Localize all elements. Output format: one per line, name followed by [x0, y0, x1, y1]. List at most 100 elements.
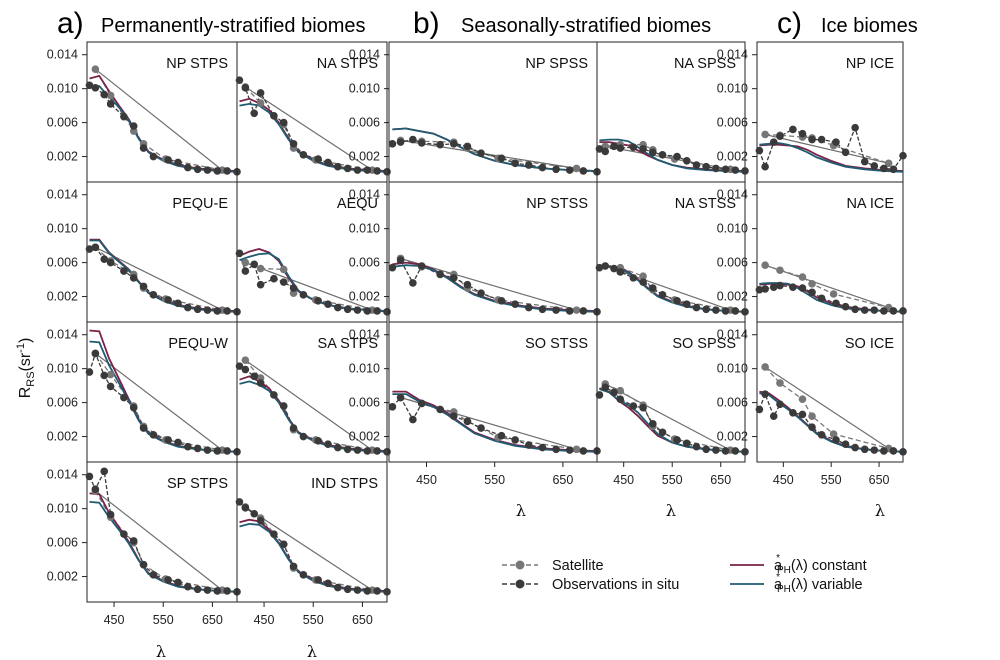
legend-variable-sub: PH [777, 584, 791, 595]
insitu-point [120, 267, 128, 275]
insitu-point [721, 165, 730, 174]
insitu-point [388, 140, 397, 148]
insitu-point [673, 152, 681, 161]
insitu-point [899, 307, 907, 315]
insitu-point [314, 576, 322, 584]
panel-sp-stps: 0.002 0.006 0.010 0.014 450 550 650 SP STPS [47, 461, 241, 627]
insitu-point [383, 588, 391, 596]
insitu-point [241, 365, 250, 374]
insitu-point [363, 166, 372, 174]
y-tick-label: 0.010 [349, 82, 380, 96]
insitu-point [721, 307, 730, 315]
satellite-trend-line [245, 359, 373, 451]
legend-satellite-label: Satellite [552, 558, 604, 574]
panel-np-stss: 0.002 0.006 0.010 0.014 NP STSS [349, 181, 601, 323]
insitu-point [417, 139, 426, 147]
insitu-line [759, 284, 903, 312]
insitu-point [731, 307, 740, 315]
insitu-point [91, 485, 100, 493]
y-tick-label: 0.014 [47, 468, 78, 482]
insitu-point [610, 388, 618, 397]
insitu-point [841, 148, 850, 157]
x-label-a2: λ [307, 642, 317, 660]
insitu-point [629, 143, 638, 152]
satellite-line [245, 261, 373, 311]
insitu-point [184, 442, 192, 451]
panel-label: SO STSS [525, 336, 588, 352]
insitu-point [270, 391, 278, 399]
x-tick-label: 650 [710, 473, 731, 487]
panel-label: PEQU-E [172, 196, 228, 212]
insitu-point [658, 428, 667, 437]
x-tick-label: 550 [662, 473, 683, 487]
insitu-point [139, 424, 148, 432]
insitu-point [538, 163, 547, 172]
insitu-point [841, 302, 850, 311]
panel-np-ice: 0.002 0.006 0.010 0.014 NP ICE [717, 41, 907, 183]
insitu-point [203, 446, 212, 454]
y-tick-label: 0.006 [717, 396, 748, 410]
insitu-point [203, 166, 212, 174]
insitu-point [497, 431, 506, 440]
insitu-point [769, 138, 778, 146]
y-tick-label: 0.002 [349, 290, 380, 304]
aph-variable-line [392, 393, 598, 453]
insitu-point [270, 112, 278, 120]
insitu-point [417, 262, 426, 270]
y-tick-label: 0.014 [47, 48, 78, 62]
x-tick-label: 550 [821, 473, 842, 487]
insitu-point [373, 167, 381, 175]
insitu-point [213, 307, 222, 315]
insitu-point [383, 448, 391, 456]
insitu-point [129, 122, 138, 130]
insitu-point [776, 400, 784, 409]
insitu-point [100, 90, 109, 99]
insitu-point [776, 132, 784, 140]
insitu-point [692, 161, 701, 169]
insitu-point [388, 403, 397, 411]
insitu-point [279, 540, 288, 549]
insitu-point [91, 349, 100, 358]
y-tick-label: 0.002 [717, 290, 748, 304]
insitu-point [299, 291, 308, 299]
insitu-point [334, 162, 342, 171]
satellite-trend-line [245, 262, 373, 311]
panel-sa-stps: SA STPS [235, 321, 391, 463]
insitu-point [525, 161, 533, 169]
panel-label: SP STPS [167, 476, 228, 492]
insitu-point [731, 166, 740, 174]
insitu-point [409, 135, 417, 144]
insitu-point [817, 135, 826, 144]
insitu-point [100, 255, 109, 264]
satellite-point [761, 261, 769, 269]
y-tick-label: 0.002 [349, 150, 380, 164]
insitu-point [595, 145, 604, 153]
insitu-point [436, 270, 444, 279]
insitu-point [256, 280, 265, 289]
legend: Satellite Observations in situ a* PH(λ) c… [502, 553, 867, 595]
insitu-point [149, 571, 158, 579]
insitu-point [449, 274, 458, 282]
insitu-point [396, 256, 405, 264]
x-tick-label: 450 [773, 473, 794, 487]
y-tick-label: 0.006 [47, 116, 78, 130]
insitu-point [235, 362, 244, 370]
insitu-point [256, 516, 265, 525]
insitu-point [289, 140, 298, 148]
satellite-point [572, 164, 581, 173]
insitu-point [629, 402, 638, 410]
insitu-point [174, 158, 182, 167]
legend-insitu-marker [515, 579, 525, 589]
insitu-point [880, 447, 888, 455]
insitu-point [692, 303, 701, 312]
insitu-point [270, 530, 278, 538]
insitu-point [552, 445, 560, 454]
satellite-trend-line [604, 383, 731, 451]
satellite-point [106, 91, 115, 100]
insitu-point [363, 307, 372, 315]
insitu-point [682, 156, 691, 165]
panel-label: NA STSS [675, 196, 736, 212]
insitu-point [595, 263, 604, 272]
insitu-point [565, 446, 574, 454]
insitu-point [241, 84, 250, 92]
